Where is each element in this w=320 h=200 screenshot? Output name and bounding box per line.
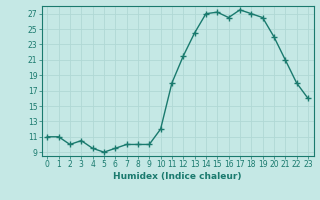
X-axis label: Humidex (Indice chaleur): Humidex (Indice chaleur) [113, 172, 242, 181]
